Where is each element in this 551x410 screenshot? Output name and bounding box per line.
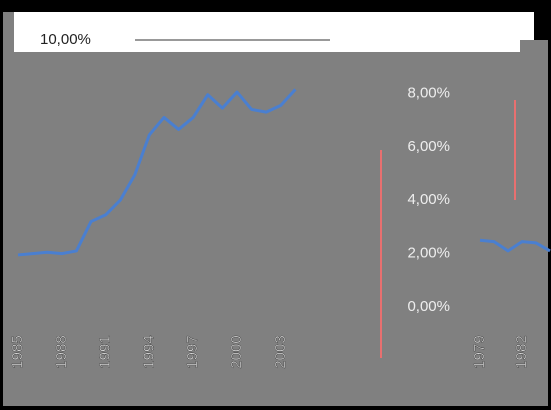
left-block bbox=[3, 12, 14, 52]
y-tick-label: 6,00% bbox=[407, 138, 450, 155]
y-tick-label: 2,00% bbox=[407, 245, 450, 262]
series-line bbox=[479, 238, 551, 253]
x-tick-label: 1982 bbox=[513, 335, 530, 368]
x-tick-label: 1979 bbox=[471, 335, 488, 368]
top-strip bbox=[14, 12, 534, 52]
y-tick-label: 4,00% bbox=[407, 191, 450, 208]
x-tick-label: 1991 bbox=[97, 335, 114, 368]
x-tick-label: 1988 bbox=[53, 335, 70, 368]
right-block bbox=[520, 40, 548, 52]
y-tick-label: 8,00% bbox=[407, 84, 450, 101]
plot-area bbox=[3, 52, 548, 406]
y-tick-label: 10,00% bbox=[40, 31, 91, 48]
x-tick-label: 2003 bbox=[272, 335, 289, 368]
x-tick-label: 2000 bbox=[228, 335, 245, 368]
y-tick-label: 0,00% bbox=[407, 298, 450, 315]
x-tick-label: 1985 bbox=[9, 335, 26, 368]
x-tick-label: 1994 bbox=[140, 335, 157, 368]
series-line bbox=[17, 88, 297, 257]
x-tick-label: 1997 bbox=[184, 335, 201, 368]
